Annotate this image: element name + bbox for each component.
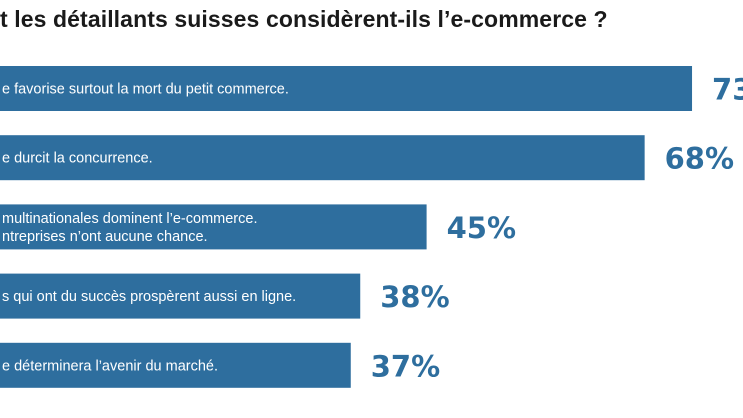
bar-group: e durcit la concurrence. 68% [0, 135, 734, 181]
bar [0, 273, 361, 319]
bar-value-label: 68% [665, 142, 734, 176]
bar-category-label: e durcit la concurrence. [2, 151, 153, 167]
bar [0, 66, 693, 111]
bars-layer: e favorise surtout la mort du petit comm… [0, 66, 743, 388]
bar [0, 135, 645, 181]
bar-value-label: 38% [380, 280, 449, 314]
chart-title: t les détaillants suisses considèrent-il… [0, 6, 608, 32]
bar [0, 342, 351, 388]
bar-value-label: 37% [371, 349, 440, 383]
bar-category-label: multinationales dominent l’e-commerce. [2, 211, 257, 227]
bar-category-label: e favorise surtout la mort du petit comm… [2, 82, 289, 98]
bar-value-label: 45% [447, 211, 516, 245]
bar-category-label: s qui ont du succès prospèrent aussi en … [2, 289, 296, 305]
bar [0, 204, 427, 250]
bar-category-label: ntreprises n’ont aucune chance. [2, 229, 208, 245]
bar-value-label: 73 [712, 73, 743, 107]
bar-group: s qui ont du succès prospèrent aussi en … [0, 273, 450, 319]
bar-group: e déterminera l’avenir du marché. 37% [0, 342, 440, 388]
bar-category-label: e déterminera l’avenir du marché. [2, 358, 218, 374]
bar-group: e favorise surtout la mort du petit comm… [0, 66, 743, 111]
bar-group: multinationales dominent l’e-commerce. nt… [0, 204, 516, 250]
